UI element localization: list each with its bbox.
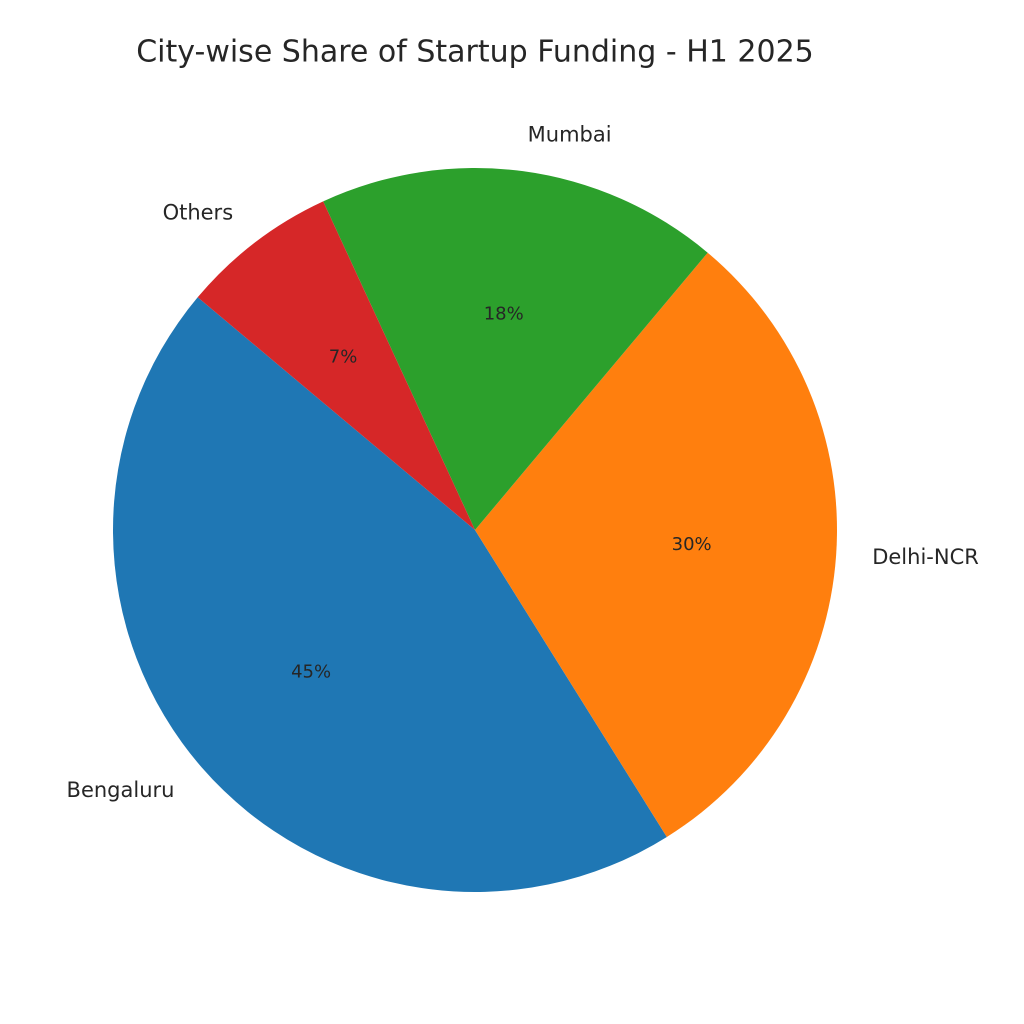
slice-label: Bengaluru bbox=[67, 778, 175, 802]
value-label: 7% bbox=[329, 346, 358, 367]
pie-slice bbox=[323, 168, 708, 530]
slice-label: Mumbai bbox=[528, 122, 612, 146]
value-label: 18% bbox=[484, 304, 524, 325]
slice-label: Others bbox=[163, 201, 234, 225]
pie-slice bbox=[112, 297, 667, 893]
value-label: 45% bbox=[291, 661, 331, 682]
pie-slice bbox=[197, 201, 476, 530]
chart-title: City-wise Share of Startup Funding - H1 … bbox=[136, 35, 814, 70]
pie-slice bbox=[475, 252, 837, 837]
slice-label: Delhi-NCR bbox=[872, 545, 979, 569]
value-label: 30% bbox=[672, 534, 712, 555]
